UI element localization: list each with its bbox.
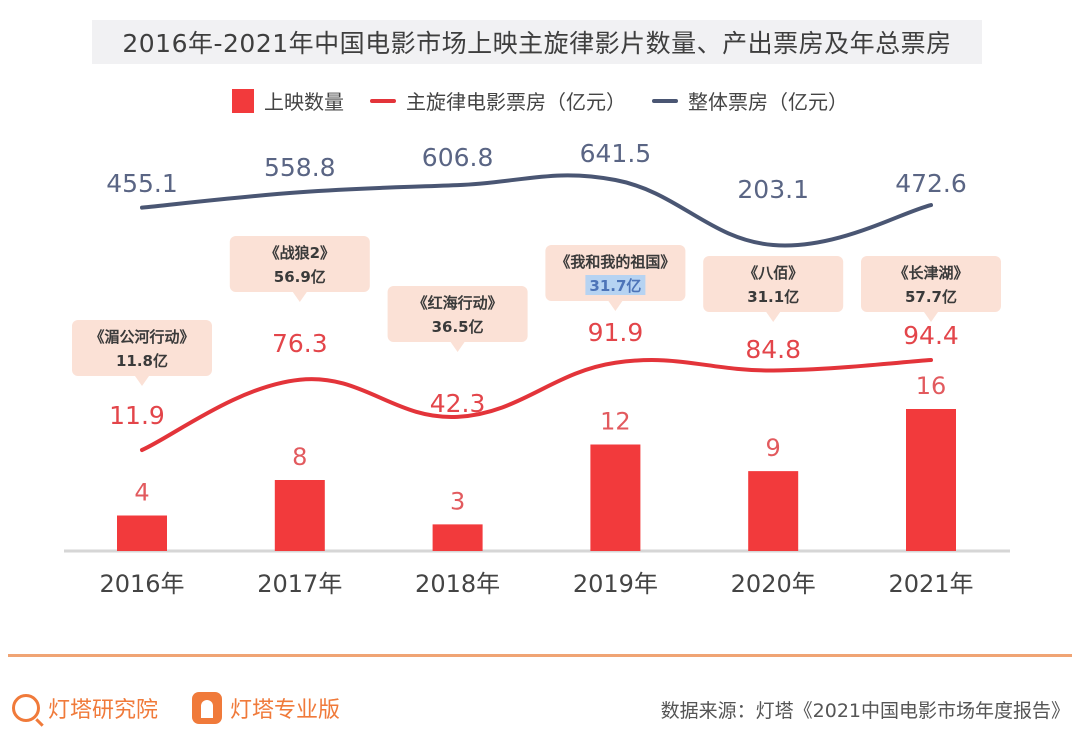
- annotation-box: [387, 286, 528, 342]
- x-tick-label: 2019年: [573, 570, 658, 598]
- x-tick-label: 2016年: [99, 570, 184, 598]
- x-tick-label: 2017年: [257, 570, 342, 598]
- blue-line-value-label: 558.8: [264, 153, 336, 182]
- brand-dengta-research: 灯塔研究院: [12, 692, 158, 724]
- blue-line-value-label: 455.1: [106, 169, 178, 198]
- annotation-film-title: 《红海行动》: [413, 294, 503, 312]
- brand2-label: 灯塔专业版: [230, 698, 341, 723]
- annotation-pointer: [135, 376, 149, 386]
- text-selection-highlight: [585, 275, 646, 295]
- blue-line-value-label: 203.1: [737, 175, 809, 204]
- red-line-value-label: 11.9: [109, 401, 165, 430]
- brand-dengta-pro: 灯塔专业版: [192, 692, 340, 724]
- chart-plot: 4 8 3 12 9 16 2016年 2017年 2018年 2019年 2020年 2021年 11…: [64, 139, 1010, 598]
- legend-swatch-red-line: [370, 98, 396, 103]
- blue-line-value-label: 606.8: [422, 143, 494, 172]
- bar-2017年: [274, 480, 325, 551]
- bar-value-label: 16: [916, 372, 947, 400]
- red-line-value-label: 91.9: [588, 318, 644, 347]
- bar-2016年: [117, 515, 167, 551]
- annotation-film-title: 《长津湖》: [893, 264, 968, 282]
- blue-line-value-label: 472.6: [895, 169, 967, 198]
- bar-2021年: [906, 409, 956, 551]
- annotation-box: [545, 245, 686, 301]
- annotation-box: [861, 256, 1001, 312]
- dengta-pro-logo-icon: [192, 692, 222, 724]
- red-line-value-label: 94.4: [903, 321, 959, 350]
- footer-divider: [8, 654, 1072, 657]
- annotation-box: [229, 236, 370, 292]
- red-line-value-label: 84.8: [745, 335, 801, 364]
- legend-label: 主旋律电影票房（亿元）: [406, 90, 626, 114]
- legend-label: 上映数量: [264, 90, 344, 114]
- data-source: 数据来源：灯塔《2021中国电影市场年度报告》: [660, 700, 1070, 722]
- annotation-pointer: [292, 292, 307, 302]
- annotation-film-title: 《战狼2》: [265, 244, 335, 262]
- bar-value-label: 12: [600, 408, 631, 436]
- legend-item-total: 整体票房（亿元）: [652, 86, 848, 115]
- annotation-pointer: [450, 342, 465, 352]
- line-main-theme-box-office: [140, 358, 933, 452]
- bar-value-label: 8: [292, 443, 307, 471]
- legend-item-main-theme: 主旋律电影票房（亿元）: [370, 86, 626, 115]
- annotation-box: [72, 320, 212, 376]
- bar-value-label: 4: [134, 479, 149, 507]
- red-line-value-label: 76.3: [272, 329, 328, 358]
- red-line-value-label: 42.3: [430, 389, 486, 418]
- x-tick-label: 2021年: [888, 570, 973, 598]
- x-tick-label: 2020年: [731, 570, 816, 598]
- line-total-box-office: [140, 173, 933, 248]
- annotation-box-office: 36.5亿: [432, 318, 484, 336]
- annotation-pointer: [608, 301, 623, 311]
- annotation-box-office: 31.7亿: [589, 277, 641, 295]
- dengta-research-logo-icon: [12, 694, 40, 722]
- legend-label: 整体票房（亿元）: [688, 90, 848, 114]
- annotation-pointer: [766, 312, 781, 322]
- blue-line-value-label: 641.5: [580, 139, 652, 168]
- annotation-box-office: 11.8亿: [116, 352, 168, 370]
- annotation-box-office: 31.1亿: [747, 288, 799, 306]
- annotation-film-title: 《我和我的祖国》: [555, 253, 675, 271]
- brand1-label: 灯塔研究院: [48, 698, 159, 723]
- annotation-pointer: [924, 312, 938, 322]
- bar-value-label: 9: [766, 434, 781, 462]
- bar-2018年: [432, 524, 483, 551]
- legend: 上映数量 主旋律电影票房（亿元） 整体票房（亿元）: [0, 86, 1080, 115]
- bar-2019年: [590, 444, 641, 551]
- bar-value-label: 3: [450, 487, 465, 515]
- legend-swatch-blue-line: [652, 98, 678, 103]
- annotation-film-title: 《湄公河行动》: [89, 328, 194, 346]
- annotation-box: [703, 256, 844, 312]
- x-tick-label: 2018年: [415, 570, 500, 598]
- annotation-film-title: 《八佰》: [743, 264, 803, 282]
- annotation-box-office: 56.9亿: [274, 268, 326, 286]
- legend-swatch-bar: [232, 88, 254, 113]
- chart-title: 2016年-2021年中国电影市场上映主旋律影片数量、产出票房及年总票房: [122, 29, 952, 58]
- legend-item-count: 上映数量: [232, 86, 344, 115]
- annotation-box-office: 57.7亿: [905, 288, 957, 306]
- bar-2020年: [748, 471, 799, 551]
- chart-title-bar: 2016年-2021年中国电影市场上映主旋律影片数量、产出票房及年总票房: [92, 20, 982, 64]
